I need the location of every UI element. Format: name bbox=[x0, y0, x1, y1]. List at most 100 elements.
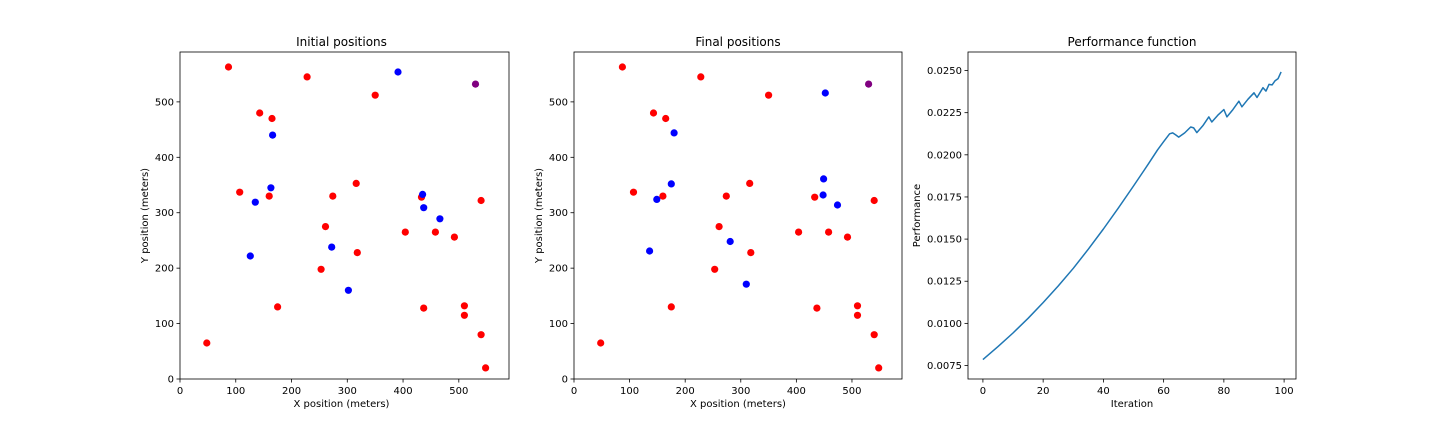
y-axis-label: Y position (meters) bbox=[534, 168, 545, 264]
x-tick-label: 0 bbox=[177, 386, 183, 397]
data-point bbox=[352, 179, 360, 187]
x-tick-label: 500 bbox=[449, 386, 468, 397]
data-point bbox=[477, 331, 485, 339]
data-point bbox=[460, 302, 468, 310]
data-point bbox=[269, 131, 277, 139]
data-point bbox=[711, 265, 719, 273]
x-tick-label: 100 bbox=[1275, 386, 1294, 397]
y-tick-label: 100 bbox=[549, 319, 568, 330]
data-point bbox=[460, 311, 468, 319]
data-point bbox=[203, 339, 211, 347]
data-point bbox=[820, 175, 828, 183]
y-tick-label: 200 bbox=[549, 264, 568, 275]
data-point bbox=[747, 249, 755, 257]
x-tick-label: 40 bbox=[1097, 386, 1110, 397]
data-point bbox=[618, 63, 627, 71]
y-tick-label: 300 bbox=[155, 208, 174, 219]
x-axis-label: X position (meters) bbox=[294, 399, 390, 410]
data-point bbox=[394, 68, 402, 76]
chart-title: Initial positions bbox=[296, 35, 387, 49]
y-tick-label: 300 bbox=[549, 208, 568, 219]
data-point bbox=[662, 114, 670, 123]
performance-function-panel: Performance function Iteration Performan… bbox=[912, 35, 1297, 410]
data-point bbox=[667, 303, 675, 311]
x-tick-label: 300 bbox=[338, 386, 357, 397]
data-point bbox=[653, 195, 661, 203]
y-tick-label: 0.0200 bbox=[927, 150, 962, 161]
data-point bbox=[853, 302, 862, 310]
data-point bbox=[267, 184, 275, 192]
data-point bbox=[265, 192, 273, 200]
data-point bbox=[236, 188, 244, 196]
x-tick-label: 0 bbox=[571, 386, 577, 397]
data-point bbox=[629, 188, 638, 196]
data-point bbox=[870, 331, 878, 339]
data-point bbox=[825, 228, 833, 236]
data-point bbox=[646, 247, 654, 255]
data-point bbox=[246, 252, 254, 260]
data-point bbox=[659, 192, 667, 200]
y-tick-label: 100 bbox=[155, 319, 174, 330]
y-tick-label: 0.0150 bbox=[927, 235, 962, 246]
data-point bbox=[667, 180, 675, 188]
data-point bbox=[251, 198, 259, 206]
data-point bbox=[419, 190, 427, 198]
final-positions-panel: Final positions X position (meters) Y po… bbox=[534, 35, 903, 410]
data-point bbox=[329, 192, 337, 200]
data-point bbox=[833, 201, 842, 209]
x-tick-label: 80 bbox=[1217, 386, 1230, 397]
data-point bbox=[224, 63, 233, 71]
x-tick-label: 100 bbox=[226, 386, 245, 397]
y-tick-label: 500 bbox=[549, 97, 568, 108]
y-tick-label: 400 bbox=[155, 153, 174, 164]
data-point bbox=[256, 109, 264, 117]
data-point bbox=[843, 233, 852, 241]
data-point bbox=[450, 233, 458, 241]
y-tick-label: 0.0175 bbox=[927, 192, 962, 203]
data-point bbox=[328, 243, 336, 251]
data-point bbox=[726, 237, 734, 246]
data-point bbox=[742, 280, 750, 288]
initial-positions-panel: Initial positions X position (meters) Y … bbox=[140, 35, 510, 410]
data-point bbox=[420, 304, 428, 312]
data-point bbox=[865, 80, 873, 88]
data-point bbox=[670, 129, 678, 137]
data-point bbox=[303, 73, 311, 81]
data-point bbox=[401, 228, 409, 236]
x-tick-label: 300 bbox=[731, 386, 750, 397]
data-point bbox=[870, 196, 878, 205]
y-tick-label: 0 bbox=[168, 375, 174, 386]
data-point bbox=[697, 73, 705, 81]
y-tick-label: 500 bbox=[155, 97, 174, 108]
data-point bbox=[813, 304, 821, 312]
data-point bbox=[317, 265, 325, 273]
y-tick-label: 200 bbox=[155, 264, 174, 275]
plot-frame bbox=[573, 51, 903, 380]
x-tick-label: 20 bbox=[1037, 386, 1050, 397]
data-point bbox=[268, 114, 276, 123]
data-point bbox=[597, 339, 605, 347]
chart-title: Final positions bbox=[695, 35, 780, 49]
x-tick-label: 200 bbox=[676, 386, 695, 397]
data-point bbox=[321, 223, 330, 231]
y-tick-label: 0.0125 bbox=[927, 277, 962, 288]
data-point bbox=[353, 249, 361, 257]
y-tick-label: 0.0075 bbox=[927, 361, 962, 372]
x-tick-label: 0 bbox=[980, 386, 986, 397]
data-point bbox=[722, 192, 730, 200]
data-point bbox=[482, 364, 490, 372]
performance-line bbox=[982, 71, 1282, 361]
y-tick-label: 0.0250 bbox=[927, 66, 962, 77]
data-point bbox=[649, 109, 658, 117]
data-point bbox=[344, 286, 352, 294]
data-point bbox=[819, 191, 827, 199]
plot-frame bbox=[179, 51, 510, 380]
x-tick-label: 400 bbox=[787, 386, 806, 397]
x-axis-label: Iteration bbox=[1111, 399, 1153, 410]
data-point bbox=[477, 196, 485, 205]
x-tick-label: 60 bbox=[1157, 386, 1170, 397]
y-tick-label: 0.0100 bbox=[927, 319, 962, 330]
data-point bbox=[795, 228, 803, 236]
y-axis-label: Y position (meters) bbox=[140, 168, 151, 264]
